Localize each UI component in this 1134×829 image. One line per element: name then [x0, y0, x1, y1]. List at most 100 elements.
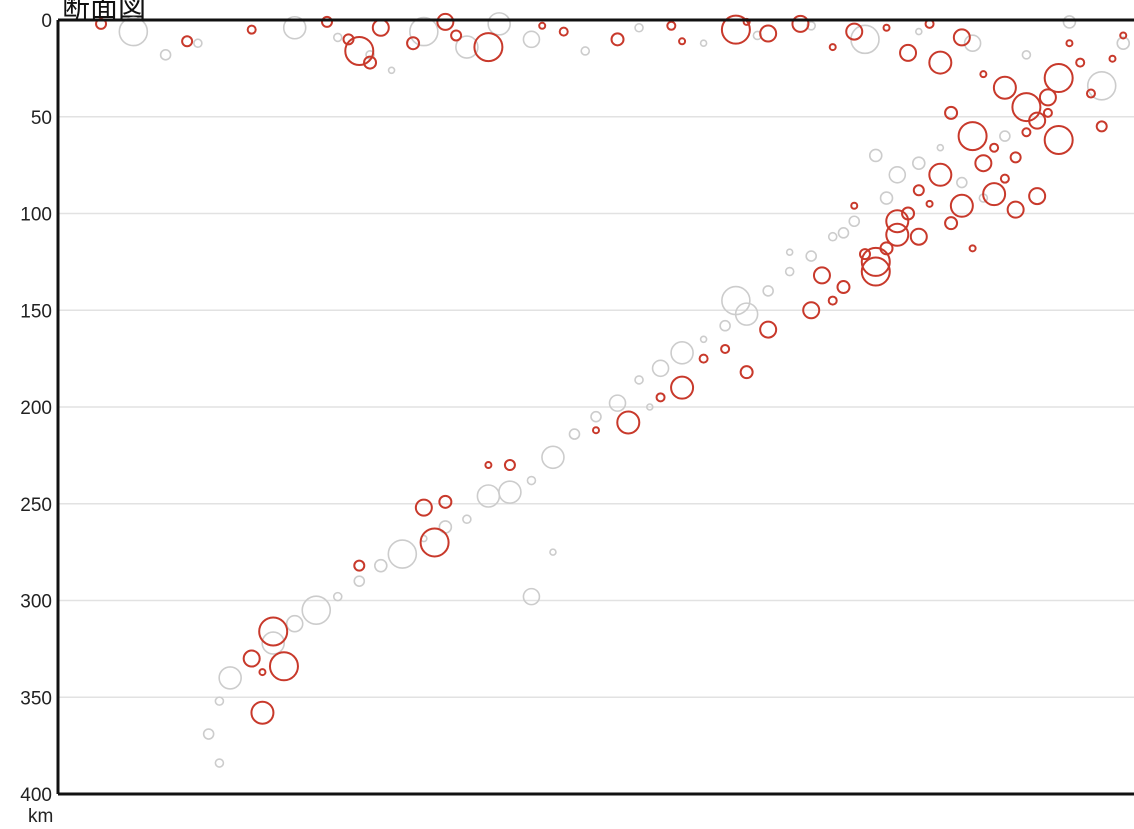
quake-point-red: [670, 375, 695, 400]
quake-point-red: [791, 14, 810, 33]
quake-point-gray: [956, 176, 968, 189]
quake-point-red: [1006, 200, 1025, 219]
quake-point-red: [1009, 151, 1022, 164]
quake-point-red: [1038, 88, 1057, 107]
quake-point-gray: [487, 12, 511, 36]
quake-point-red: [812, 266, 831, 285]
quake-point-red: [979, 70, 988, 79]
quake-point-red: [438, 494, 453, 509]
quake-point-red: [484, 461, 493, 470]
y-tick-label-0: 0: [41, 11, 52, 32]
grid-layer: [58, 116, 1134, 698]
quake-point-gray: [1021, 50, 1032, 60]
y-tick-label-400: 400: [20, 785, 52, 806]
quake-point-red: [1011, 92, 1042, 123]
quake-point-red: [759, 320, 778, 339]
quake-point-gray: [498, 480, 522, 504]
quake-point-red: [827, 295, 838, 306]
quake-point-gray: [522, 587, 541, 606]
y-tick-label-300: 300: [20, 592, 52, 613]
quake-point-red: [250, 700, 275, 725]
quake-point-red: [616, 410, 641, 435]
quake-point-gray: [159, 49, 172, 61]
quake-point-gray: [353, 575, 366, 587]
quake-point-gray: [1086, 70, 1117, 101]
quake-point-red: [450, 29, 463, 42]
points-layer: [95, 12, 1131, 768]
quake-point-red: [989, 142, 1000, 153]
quake-point-gray: [848, 215, 861, 228]
quake-point-gray: [476, 484, 501, 508]
quake-point-gray: [645, 403, 654, 411]
quake-point-red: [1075, 57, 1086, 68]
quake-point-red: [860, 256, 891, 287]
quake-point-red: [912, 184, 925, 197]
quake-point-red: [1021, 127, 1032, 138]
quake-point-gray: [218, 666, 242, 690]
quake-point-gray: [670, 341, 694, 365]
quake-point-gray: [914, 27, 923, 36]
quake-point-red: [698, 353, 709, 364]
quake-point-gray: [634, 22, 644, 33]
quake-point-red: [836, 280, 851, 295]
quake-point-gray: [888, 166, 907, 184]
quake-point-red: [242, 649, 261, 668]
quake-point-gray: [285, 614, 304, 633]
quake-point-red: [1119, 31, 1128, 40]
quake-point-red: [1043, 63, 1074, 94]
quake-point-red: [1028, 187, 1047, 206]
quake-point-red: [1085, 88, 1096, 99]
quake-point-gray: [879, 191, 894, 205]
quake-point-red: [666, 20, 677, 31]
quake-point-gray: [462, 514, 472, 525]
quake-point-gray: [332, 591, 343, 602]
quake-point-gray: [387, 539, 418, 569]
quake-point-red: [655, 392, 666, 403]
quake-point-gray: [214, 758, 225, 768]
quake-point-red: [406, 36, 421, 51]
quake-point-red: [845, 22, 864, 41]
quake-point-gray: [608, 394, 627, 412]
quake-point-red: [885, 222, 910, 247]
quake-point-red: [181, 35, 194, 48]
quake-point-gray: [387, 66, 396, 75]
quake-point-red: [473, 32, 504, 63]
quake-point-red: [503, 459, 516, 472]
quake-point-red: [859, 248, 871, 261]
quake-point-red: [720, 343, 731, 354]
quake-point-red: [928, 162, 953, 187]
quake-point-red: [1028, 111, 1047, 130]
y-tick-label-100: 100: [20, 205, 52, 226]
quake-point-red: [720, 14, 751, 45]
quake-point-red: [974, 154, 993, 173]
quake-point-gray: [827, 231, 838, 242]
quake-point-red: [268, 651, 299, 682]
quake-point-red: [321, 15, 333, 28]
quake-point-red: [968, 244, 977, 253]
y-tick-label-350: 350: [20, 688, 52, 709]
quake-point-gray: [1116, 36, 1131, 51]
quake-point-red: [363, 55, 378, 70]
quake-point-red: [678, 37, 687, 46]
quake-point-gray: [373, 558, 388, 573]
y-tick-label-200: 200: [20, 398, 52, 419]
quake-point-gray: [719, 319, 731, 332]
quake-point-gray: [301, 595, 332, 625]
quake-point-red: [949, 193, 974, 218]
quake-point-gray: [868, 148, 883, 163]
quake-point-red: [944, 216, 959, 231]
y-tick-label-150: 150: [20, 301, 52, 322]
quake-point-gray: [911, 156, 926, 170]
quake-point-red: [371, 18, 390, 37]
quake-point-gray: [261, 631, 286, 655]
quake-point-gray: [721, 285, 751, 316]
quake-point-red: [860, 246, 891, 277]
quake-point-gray: [837, 227, 850, 239]
axis-layer: [56, 18, 1134, 796]
quake-point-red: [802, 301, 821, 320]
quake-point-red: [1095, 120, 1108, 133]
quake-point-red: [925, 199, 934, 208]
quake-point-gray: [568, 428, 581, 440]
quake-point-red: [258, 668, 267, 677]
quake-point-gray: [541, 445, 565, 470]
